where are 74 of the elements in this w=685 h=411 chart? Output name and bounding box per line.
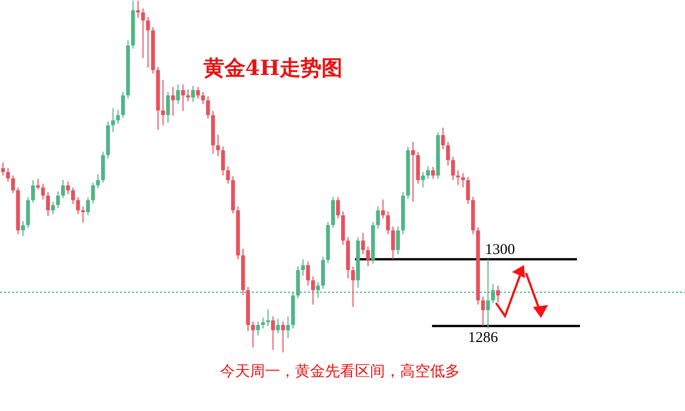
candlestick: [421, 172, 425, 188]
candlestick: [276, 318, 280, 334]
candlestick: [361, 232, 365, 255]
candlestick: [301, 258, 305, 276]
candlestick: [186, 88, 190, 102]
candlestick: [336, 196, 340, 219]
candlestick: [391, 226, 395, 260]
candlestick: [281, 320, 285, 353]
candlestick: [481, 296, 485, 327]
candlestick: [21, 220, 25, 237]
candlestick: [71, 187, 75, 205]
candlestick: [461, 172, 465, 188]
candlestick: [431, 166, 435, 180]
candlestick: [141, 8, 145, 59]
candlestick: [381, 198, 385, 219]
candlestick: [146, 16, 150, 68]
candlestick: [46, 192, 50, 216]
candlestick: [251, 320, 255, 348]
candlestick: [111, 108, 115, 132]
candlestick: [191, 85, 195, 103]
candlestick: [226, 166, 230, 184]
candlestick: [351, 266, 355, 308]
candlestick: [206, 96, 210, 120]
candlestick: [496, 285, 500, 303]
candlestick: [116, 109, 120, 124]
candlestick: [121, 91, 125, 118]
candlestick: [171, 86, 175, 116]
candlestick: [466, 176, 470, 205]
candlestick: [306, 260, 310, 286]
candlestick: [66, 181, 70, 195]
candlestick: [56, 190, 60, 209]
candlestick: [41, 183, 45, 200]
candlestick: [446, 141, 450, 166]
candlestick: [221, 146, 225, 176]
candlestick: [31, 180, 35, 204]
text: 黄金4H走势图: [202, 55, 343, 80]
candlestick: [91, 182, 95, 204]
candlestick: [491, 283, 495, 304]
candlestick: [96, 174, 100, 189]
candlestick: [271, 316, 275, 350]
candlestick: [261, 317, 265, 329]
candlestick: [86, 196, 90, 216]
candlestick: [176, 84, 180, 104]
candlestick: [6, 168, 10, 182]
candlestick: [51, 201, 55, 215]
candlestick: [161, 79, 165, 126]
candlestick: [181, 84, 185, 112]
candlestick: [136, 0, 140, 18]
candlestick: [316, 282, 320, 298]
candlestick: [456, 170, 460, 186]
annotation: 1300: [485, 242, 515, 258]
candlestick: [201, 91, 205, 104]
candlestick: [216, 134, 220, 157]
candlestick: [376, 206, 380, 230]
candlestick: [76, 196, 80, 215]
candlestick: [1, 162, 5, 176]
candlestick: [486, 258, 490, 329]
candlestick: [386, 210, 390, 235]
candlestick: [61, 179, 65, 199]
candlestick: [441, 127, 445, 150]
candlestick: [411, 141, 415, 202]
candlestick: [426, 166, 430, 180]
candlestick: [11, 175, 15, 194]
candlestick: [396, 226, 400, 255]
candlestick: [366, 246, 370, 267]
annotation: 1286: [468, 330, 498, 346]
candlestick: [256, 320, 260, 336]
candlestick: [311, 276, 315, 306]
candlestick: [196, 86, 200, 100]
candlestick: [36, 178, 40, 190]
candlestick: [451, 156, 455, 181]
candlestick: [166, 91, 170, 124]
text: 今天周一，黄金先看区间，高空低多: [220, 362, 460, 380]
candlestick: [286, 316, 290, 338]
